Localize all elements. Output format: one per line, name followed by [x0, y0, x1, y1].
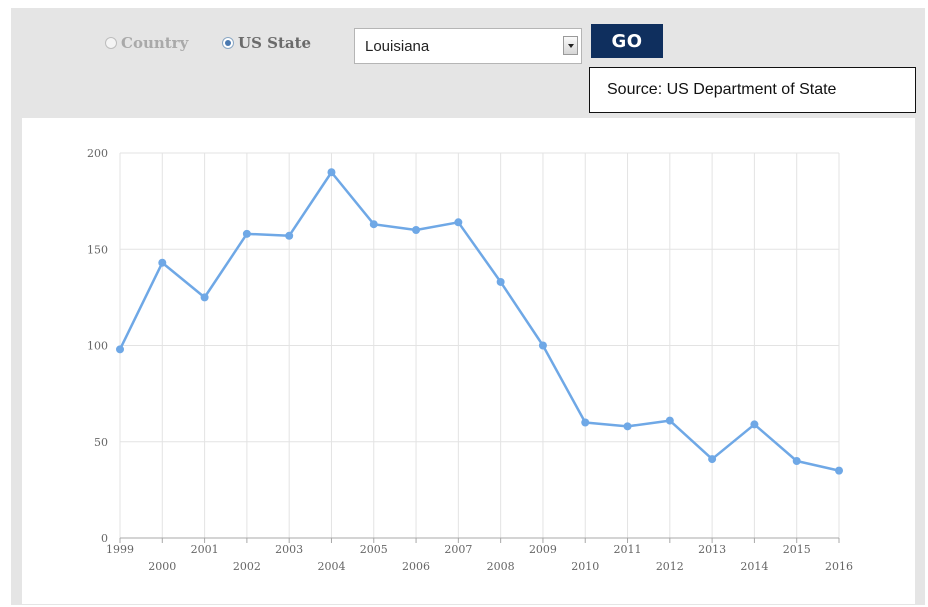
data-point	[623, 422, 632, 431]
go-button[interactable]: GO	[591, 24, 663, 58]
chart-area: 0 50 100 150 200 1999 2000 2001 2002 2003 2004 2005…	[22, 118, 915, 604]
x-tick-label: 2010	[571, 560, 599, 573]
data-point	[242, 229, 251, 238]
data-point	[158, 258, 167, 267]
y-tick-label: 100	[87, 340, 108, 353]
x-tick-label: 2005	[360, 543, 388, 556]
x-tick-label: 2001	[191, 543, 219, 556]
radio-country[interactable]: Country	[105, 34, 188, 52]
x-tick-label: 2016	[825, 560, 853, 573]
line-chart: 0 50 100 150 200 1999 2000 2001 2002 2003 2004 2005…	[87, 147, 853, 573]
x-tick-label: 2003	[275, 543, 303, 556]
y-tick-label: 50	[94, 436, 108, 449]
x-tick-label: 2002	[233, 560, 261, 573]
data-point	[708, 455, 717, 464]
data-point	[285, 231, 294, 240]
radio-us-state[interactable]: US State	[222, 34, 311, 52]
state-select[interactable]: Louisiana	[354, 28, 582, 64]
radio-us-state-button[interactable]	[222, 37, 234, 49]
data-point	[792, 457, 801, 465]
x-tick-label: 2014	[740, 560, 768, 573]
state-select-value: Louisiana	[365, 38, 430, 55]
x-tick-label: 2008	[487, 560, 515, 573]
data-point	[412, 226, 421, 234]
data-point	[665, 416, 674, 425]
x-tick-label: 1999	[106, 543, 134, 556]
data-point	[835, 466, 843, 475]
x-tick-label: 2009	[529, 543, 557, 556]
x-tick-label: 2013	[698, 543, 726, 556]
search-panel: Country US State Louisiana GO Source: US…	[11, 8, 925, 605]
y-tick-label: 150	[87, 243, 108, 256]
x-tick-label: 2007	[444, 543, 472, 556]
filter-controls: Country US State Louisiana GO Source: US…	[11, 8, 925, 113]
data-point	[327, 168, 336, 177]
chevron-down-icon[interactable]	[563, 36, 578, 55]
x-tick-label: 2006	[402, 560, 430, 573]
radio-country-label: Country	[121, 34, 189, 52]
data-point	[200, 293, 209, 302]
data-point	[538, 341, 547, 350]
x-tick-label: 2012	[656, 560, 684, 573]
series-line	[118, 171, 840, 472]
x-tick-label: 2004	[317, 560, 345, 573]
data-point	[116, 345, 124, 354]
x-tick-label: 2000	[148, 560, 176, 573]
radio-country-button[interactable]	[105, 37, 117, 49]
data-point	[369, 220, 378, 229]
data-point	[581, 418, 590, 427]
y-tick-label: 0	[101, 532, 108, 545]
radio-us-state-label: US State	[238, 34, 312, 52]
source-note: Source: US Department of State	[589, 67, 916, 113]
data-point	[454, 218, 463, 227]
data-point	[750, 420, 759, 429]
data-point	[496, 277, 505, 286]
y-tick-label: 200	[87, 147, 108, 160]
x-tick-label: 2011	[614, 543, 642, 556]
x-tick-label: 2015	[783, 543, 811, 556]
